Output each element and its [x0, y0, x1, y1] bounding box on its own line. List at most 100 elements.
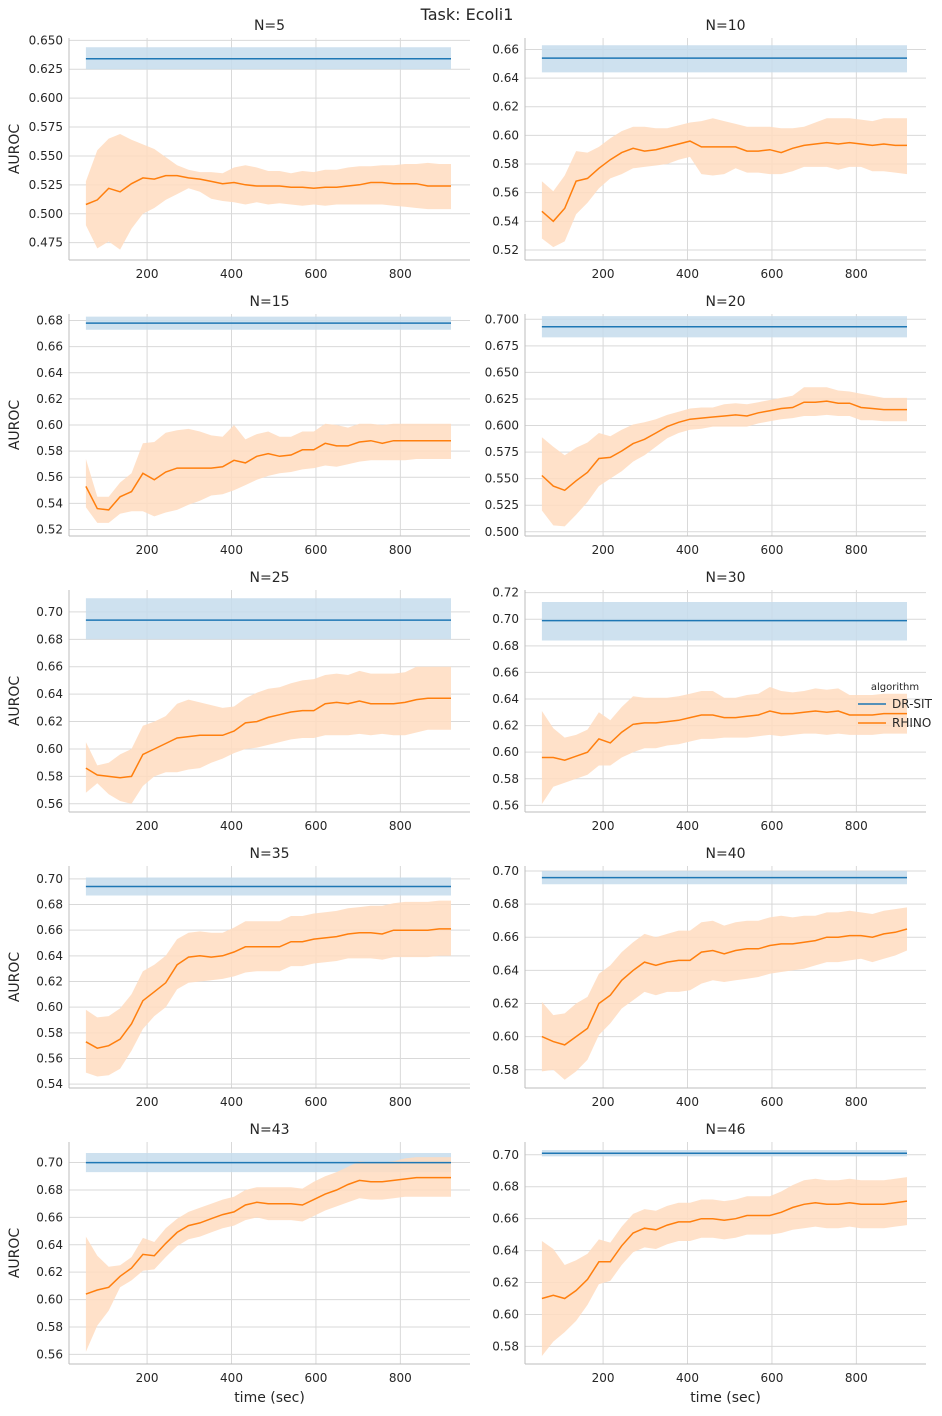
y-tick-label: 0.70	[492, 612, 519, 626]
y-tick-label: 0.64	[492, 963, 519, 977]
y-tick-label: 0.54	[36, 496, 63, 510]
y-tick-label: 0.600	[485, 419, 519, 433]
y-tick-label: 0.58	[492, 1063, 519, 1077]
x-tick-label: 600	[304, 1371, 327, 1385]
x-tick-label: 800	[845, 1095, 868, 1109]
x-tick-label: 200	[136, 1371, 159, 1385]
line-rhino	[541, 928, 908, 1046]
y-tick-label: 0.68	[492, 639, 519, 653]
legend: algorithm DR-SIT RHINO	[858, 682, 933, 730]
line-rhino	[541, 1200, 908, 1300]
y-tick-label: 0.60	[36, 742, 63, 756]
band-rhino	[541, 387, 907, 527]
figure-title: Task: Ecoli1	[420, 5, 514, 24]
x-tick-label: 200	[592, 1095, 615, 1109]
y-tick-label: 0.68	[36, 632, 63, 646]
y-tick-label: 0.52	[36, 522, 63, 536]
y-tick-label: 0.66	[36, 340, 63, 354]
x-tick-label: 200	[592, 543, 615, 557]
x-tick-label: 800	[845, 819, 868, 833]
y-tick-label: 0.60	[36, 1000, 63, 1014]
x-tick-label: 800	[845, 267, 868, 281]
y-tick-label: 0.60	[492, 745, 519, 759]
x-tick-label: 200	[592, 267, 615, 281]
y-tick-label: 0.70	[36, 872, 63, 886]
band-rhino	[541, 687, 907, 804]
panel-N-15: 200 400 600 800 0.52 0.54 0.56 0.58 0.60 0.62 0.64…	[7, 294, 470, 557]
y-tick-label: 0.58	[36, 769, 63, 783]
x-tick-label: 800	[389, 819, 412, 833]
y-axis-label: AUROC	[7, 952, 23, 1003]
y-tick-label: 0.70	[492, 1148, 519, 1162]
y-axis-label: AUROC	[7, 676, 23, 727]
y-tick-label: 0.66	[36, 923, 63, 937]
y-tick-label: 0.58	[492, 772, 519, 786]
y-tick-label: 0.62	[492, 997, 519, 1011]
panel-title: N=40	[705, 846, 745, 862]
y-tick-label: 0.625	[29, 62, 63, 76]
panel-title: N=30	[705, 570, 745, 586]
y-tick-label: 0.62	[492, 1276, 519, 1290]
y-tick-label: 0.60	[36, 1293, 63, 1307]
y-tick-label: 0.64	[36, 366, 63, 380]
y-tick-label: 0.54	[36, 1077, 63, 1091]
y-tick-label: 0.60	[36, 418, 63, 432]
panel-title: N=46	[705, 1122, 745, 1138]
y-tick-label: 0.58	[36, 444, 63, 458]
y-tick-label: 0.60	[492, 128, 519, 142]
x-tick-label: 600	[304, 819, 327, 833]
y-tick-label: 0.72	[492, 586, 519, 600]
y-tick-label: 0.66	[492, 42, 519, 56]
line-rhino	[541, 400, 907, 492]
y-tick-label: 0.66	[492, 665, 519, 679]
y-tick-label: 0.56	[36, 470, 63, 484]
y-tick-label: 0.66	[36, 1210, 63, 1224]
y-tick-label: 0.56	[492, 798, 519, 812]
x-tick-label: 400	[220, 819, 243, 833]
x-tick-label: 200	[592, 1371, 615, 1385]
legend-label-rhino: RHINO	[892, 716, 931, 730]
y-tick-label: 0.600	[29, 91, 63, 105]
x-tick-label: 600	[304, 1095, 327, 1109]
panel-N-35: 200 400 600 800 0.54 0.56 0.58 0.60 0.62 0.64 0.66…	[7, 846, 470, 1109]
x-tick-label: 600	[760, 267, 783, 281]
panel-N-5: 200 400 600 800 0.475 0.500 0.525 0.550 0.575 0.6…	[7, 18, 470, 281]
x-tick-label: 400	[220, 267, 243, 281]
y-tick-label: 0.62	[492, 719, 519, 733]
x-tick-label: 800	[845, 543, 868, 557]
line-rhino	[85, 928, 451, 1049]
y-tick-label: 0.650	[29, 33, 63, 47]
line-rhino	[541, 710, 907, 761]
x-tick-label: 200	[592, 819, 615, 833]
x-tick-label: 600	[760, 819, 783, 833]
panel-N-30: 200 400 600 800 0.56 0.58 0.60 0.62 0.64 0.66 0.68…	[492, 570, 926, 833]
y-tick-label: 0.58	[492, 157, 519, 171]
y-tick-label: 0.62	[36, 392, 63, 406]
y-tick-label: 0.66	[492, 1212, 519, 1226]
legend-title: algorithm	[871, 682, 919, 693]
band-rhino	[541, 118, 907, 248]
y-tick-label: 0.66	[36, 660, 63, 674]
y-tick-label: 0.550	[485, 472, 519, 486]
band-dr-sit	[85, 598, 452, 640]
y-tick-label: 0.575	[29, 120, 63, 134]
y-tick-label: 0.56	[36, 1347, 63, 1361]
y-tick-label: 0.60	[492, 1030, 519, 1044]
x-tick-label: 400	[220, 1371, 243, 1385]
panel-N-43: 200 400 600 800 0.56 0.58 0.60 0.62 0.64 0.66 0.68…	[7, 1122, 470, 1406]
y-tick-label: 0.62	[36, 715, 63, 729]
x-tick-label: 400	[676, 267, 699, 281]
x-tick-label: 400	[676, 1371, 699, 1385]
y-tick-label: 0.68	[36, 897, 63, 911]
y-tick-label: 0.64	[36, 949, 63, 963]
x-tick-label: 200	[136, 819, 159, 833]
x-tick-label: 800	[389, 267, 412, 281]
y-tick-label: 0.62	[492, 100, 519, 114]
x-tick-label: 400	[676, 543, 699, 557]
line-rhino	[541, 140, 907, 223]
x-tick-label: 200	[136, 267, 159, 281]
x-tick-label: 600	[760, 1371, 783, 1385]
x-tick-label: 400	[676, 819, 699, 833]
y-tick-label: 0.60	[492, 1307, 519, 1321]
y-tick-label: 0.64	[492, 692, 519, 706]
